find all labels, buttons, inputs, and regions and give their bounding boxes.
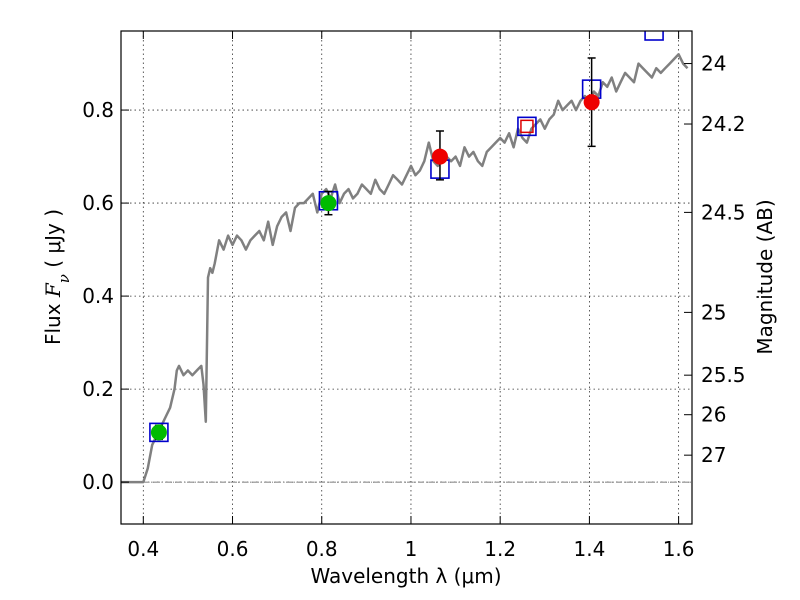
observation-point [320,195,337,212]
mag-tick-label: 24 [701,52,726,76]
x-tick-label: 1.4 [573,537,605,561]
y-tick-label: 0.0 [82,470,114,494]
y-tick-label: 0.8 [82,98,114,122]
mag-tick-label: 24.5 [701,200,746,224]
observation-point [583,94,600,111]
y-axis-label: Flux Fν ( μJy ) [41,209,73,345]
y-tick-label: 0.2 [82,377,114,401]
model-box-red [520,119,534,134]
grid [121,31,692,524]
observation-point [150,424,167,441]
model-box [517,116,537,137]
axes-frame [120,30,693,525]
model-box [644,31,664,41]
mag-tick-label: 25.5 [701,363,746,387]
plot-area [121,31,692,484]
ticks: 0.4 0.6 0.8 1 1.2 1.4 1.6 0.0 0.2 0.4 0.6 0.8 24 24.2… [82,31,746,561]
mag-tick-label: 24.2 [701,112,746,136]
mag-tick-label: 26 [701,403,726,427]
x-tick-label: 1.6 [663,537,695,561]
mag-tick-label: 27 [701,443,726,467]
x-tick-label: 0.6 [217,537,249,561]
x-tick-label: 1 [405,537,418,561]
model-box [149,422,169,443]
sed-curve [121,53,689,484]
y-tick-label: 0.6 [82,191,114,215]
observation-point [431,148,448,165]
x-tick-label: 1.2 [484,537,516,561]
mag-tick-label: 25 [701,300,726,324]
x-tick-label: 0.8 [306,537,338,561]
x-tick-label: 0.4 [127,537,159,561]
x-axis-label: Wavelength λ (μm) [310,564,501,588]
y-tick-label: 0.4 [82,284,114,308]
y2-axis-label: Magnitude (AB) [753,199,777,354]
